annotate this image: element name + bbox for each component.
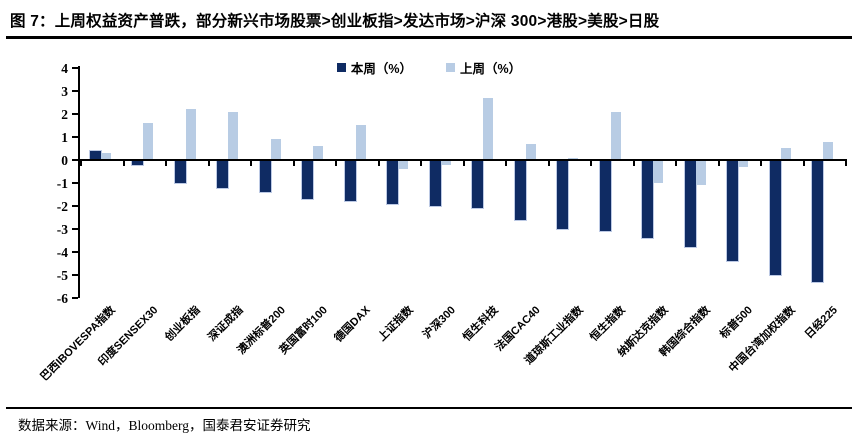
y-tick — [72, 251, 78, 253]
bar-current-week — [557, 160, 568, 229]
bar-current-week — [642, 160, 653, 238]
x-tick — [80, 161, 82, 166]
x-tick — [760, 161, 762, 166]
legend-label: 上周（%） — [460, 62, 522, 76]
bar-last-week — [398, 160, 408, 169]
y-tick — [72, 274, 78, 276]
bar-current-week — [515, 160, 526, 220]
bar-last-week — [356, 125, 366, 160]
bar-last-week — [483, 98, 493, 160]
x-tick — [718, 161, 720, 166]
bar-current-week — [812, 160, 823, 282]
x-tick — [633, 161, 635, 166]
x-tick — [548, 161, 550, 166]
bar-last-week — [101, 153, 111, 160]
y-tick-label: 4 — [61, 61, 68, 76]
bar-current-week — [387, 160, 398, 204]
x-tick — [293, 161, 295, 166]
bar-last-week — [526, 144, 536, 160]
y-tick-label: -5 — [56, 268, 68, 283]
bar-current-week — [132, 160, 143, 165]
bar-last-week — [441, 160, 451, 165]
x-tick — [845, 161, 847, 166]
y-tick-label: 0 — [61, 153, 68, 168]
x-tick — [420, 161, 422, 166]
x-tick — [208, 161, 210, 166]
y-tick — [72, 90, 78, 92]
x-category-label: 沪深300 — [420, 304, 458, 342]
bar-current-week — [600, 160, 611, 231]
bar-current-week — [430, 160, 441, 206]
y-tick-label: -1 — [56, 176, 68, 191]
bar-current-week — [260, 160, 271, 192]
bar-last-week — [823, 142, 833, 160]
chart-legend: 本周（%） 上周（%） — [0, 58, 858, 77]
legend-item-current-week: 本周（%） — [336, 58, 412, 77]
bar-current-week — [685, 160, 696, 247]
bar-current-week — [345, 160, 356, 201]
y-tick — [72, 182, 78, 184]
bar-current-week — [770, 160, 781, 275]
y-tick-label: 3 — [61, 84, 68, 99]
x-tick — [378, 161, 380, 166]
y-tick-label: -6 — [56, 291, 68, 306]
bar-last-week — [738, 160, 748, 167]
x-tick — [675, 161, 677, 166]
x-tick — [803, 161, 805, 166]
bar-current-week — [302, 160, 313, 199]
legend-swatch-icon — [336, 63, 346, 72]
bar-last-week — [781, 148, 791, 160]
x-category-label: 德国DAX — [332, 304, 373, 345]
bar-last-week — [143, 123, 153, 160]
legend-label: 本周（%） — [350, 62, 412, 76]
y-tick — [72, 228, 78, 230]
data-source-note: 数据来源：Wind，Bloomberg，国泰君安证券研究 — [18, 418, 311, 433]
footer-divider — [6, 407, 852, 409]
bar-current-week — [472, 160, 483, 208]
y-axis-line — [78, 66, 80, 298]
y-tick-label: -2 — [56, 199, 68, 214]
x-tick — [590, 161, 592, 166]
bar-last-week — [271, 139, 281, 160]
x-category-label: 标普500 — [718, 304, 756, 342]
x-axis-zero-line — [78, 159, 847, 161]
bar-last-week — [186, 109, 196, 160]
bar-last-week — [313, 146, 323, 160]
page-title: 图 7：上周权益资产普跌，部分新兴市场股票>创业板指>发达市场>沪深 300>港… — [10, 13, 660, 30]
y-tick-label: -4 — [56, 245, 68, 260]
bar-last-week — [228, 112, 238, 160]
y-tick — [72, 205, 78, 207]
x-tick — [165, 161, 167, 166]
x-tick — [123, 161, 125, 166]
bar-current-week — [90, 151, 101, 160]
legend-swatch-icon — [446, 63, 455, 72]
y-tick-label: -3 — [56, 222, 68, 237]
bar-current-week — [175, 160, 186, 183]
bar-last-week — [653, 160, 663, 183]
x-category-label: 创业板指 — [163, 304, 203, 344]
x-tick — [250, 161, 252, 166]
bar-last-week — [696, 160, 706, 185]
y-tick — [72, 67, 78, 69]
title-divider — [6, 36, 852, 39]
x-category-label: 上证指数 — [375, 304, 416, 344]
y-tick — [72, 136, 78, 138]
y-tick — [72, 159, 78, 161]
y-tick — [72, 297, 78, 299]
x-tick — [335, 161, 337, 166]
legend-item-last-week: 上周（%） — [446, 58, 521, 77]
bar-current-week — [727, 160, 738, 261]
y-tick-label: 2 — [61, 107, 68, 122]
x-category-label: 巴西IBOVESPA指数 — [38, 304, 118, 384]
bar-current-week — [217, 160, 228, 188]
bar-last-week — [611, 112, 621, 160]
y-tick — [72, 113, 78, 115]
x-tick — [505, 161, 507, 166]
x-category-label: 日经225 — [803, 304, 841, 342]
x-tick — [463, 161, 465, 166]
y-tick-label: 1 — [61, 130, 68, 145]
